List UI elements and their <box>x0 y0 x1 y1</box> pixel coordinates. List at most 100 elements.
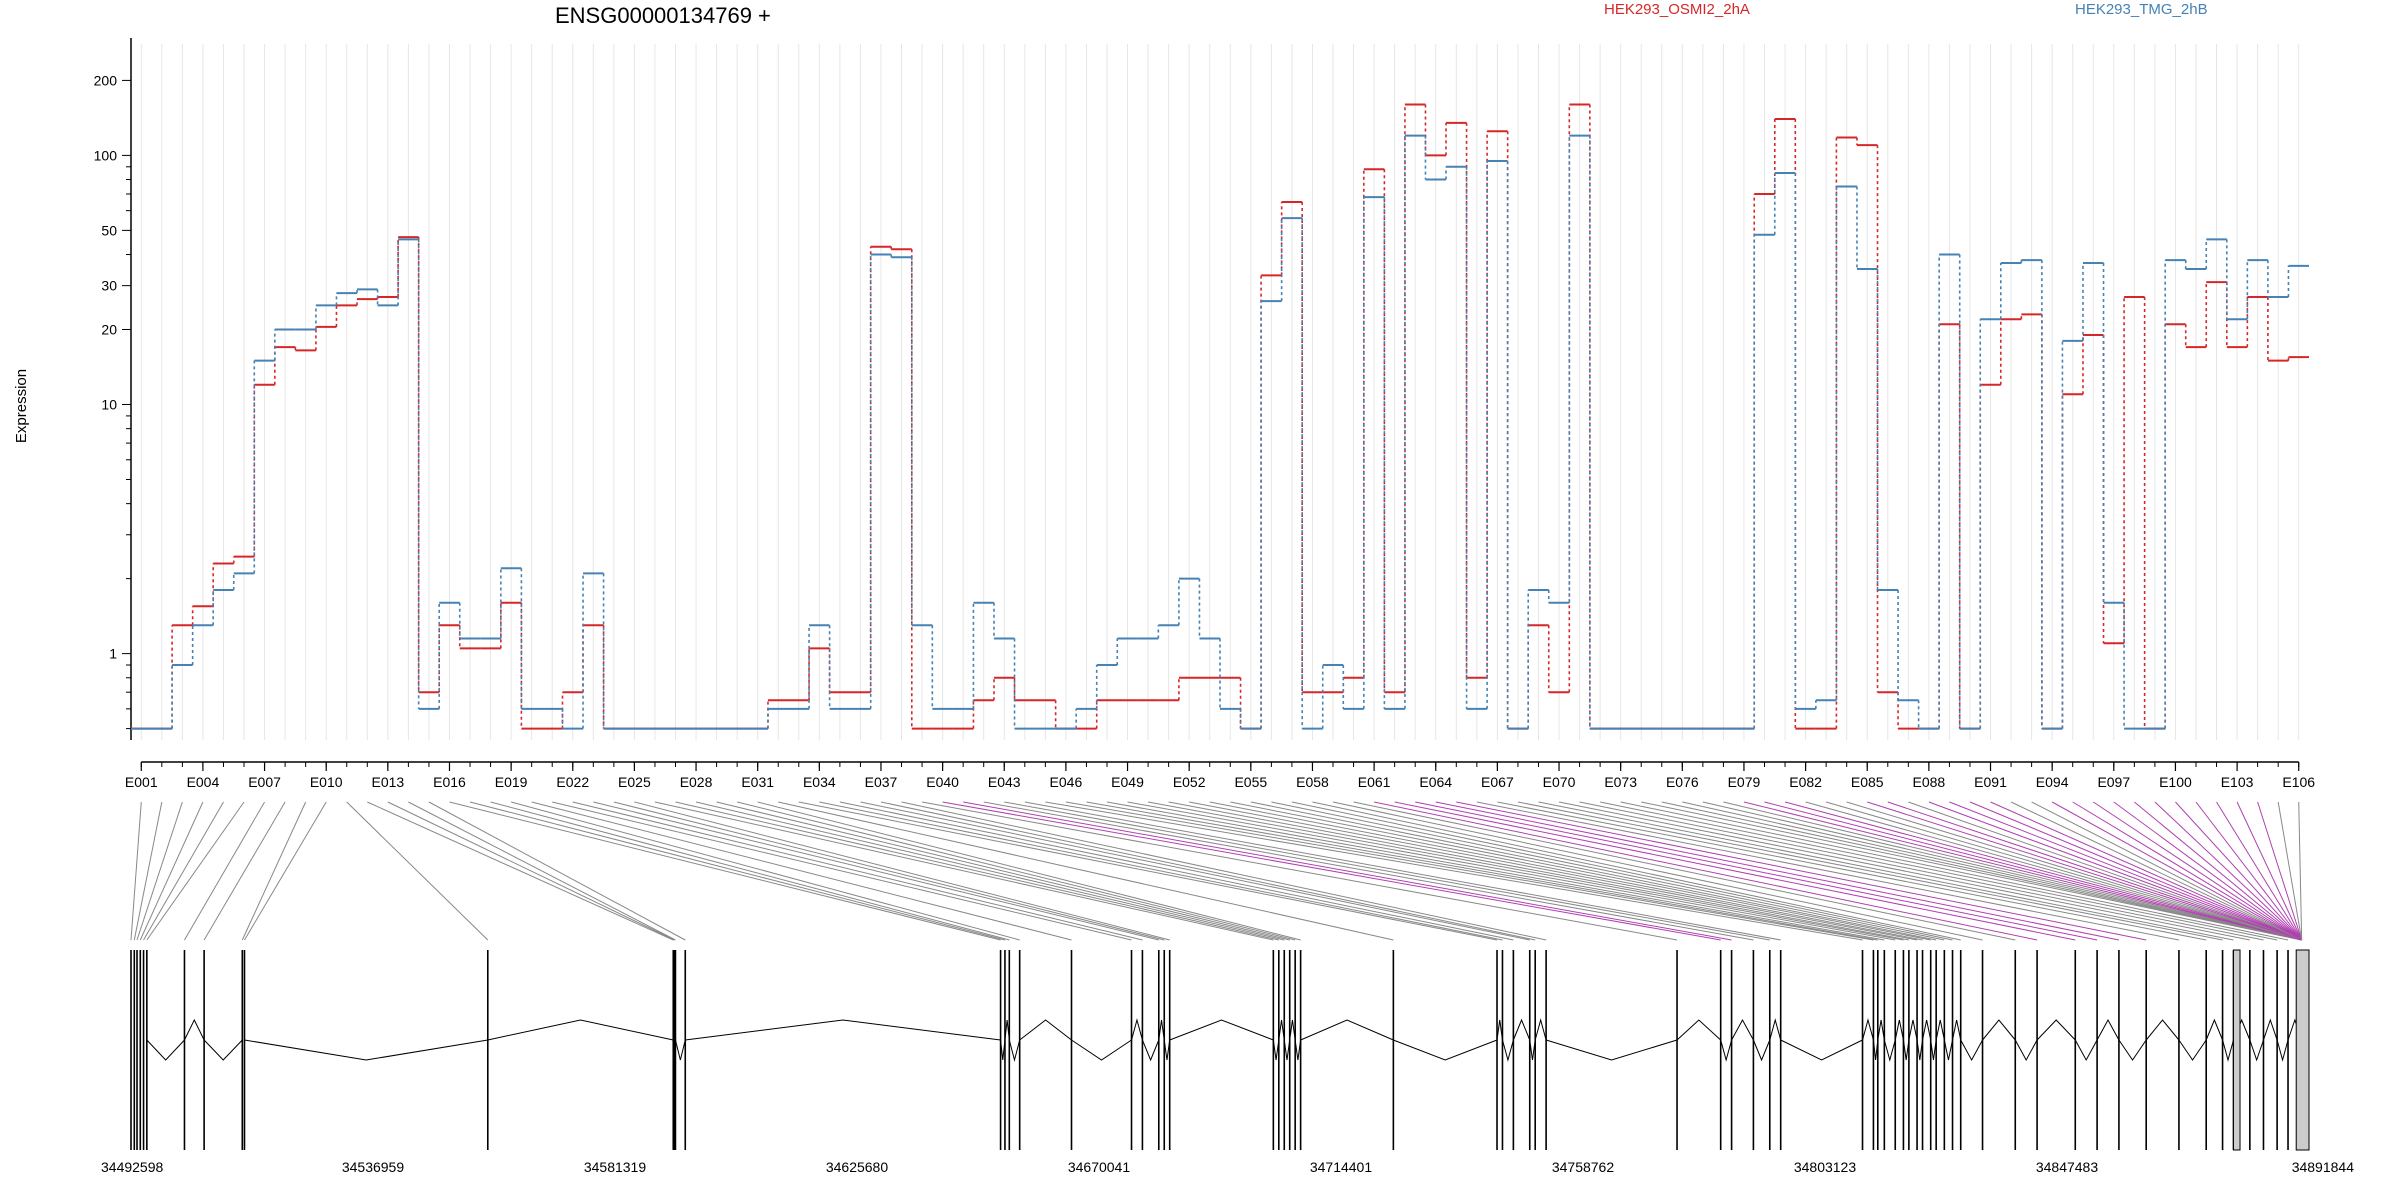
exon-block <box>2232 949 2241 1151</box>
exon-connector <box>1024 801 1781 941</box>
exon-connector <box>839 801 1514 941</box>
intron-chevron <box>1163 1039 1171 1061</box>
exon-connector <box>1600 801 2278 941</box>
exon-connector <box>1990 801 2302 941</box>
exon-connector <box>1743 801 2302 941</box>
exon-connector <box>1558 801 2250 941</box>
exon-connector <box>1538 801 2234 941</box>
exon-connector <box>1353 801 2016 941</box>
intron-chevron <box>1501 1039 1514 1062</box>
x-tick-label: E097 <box>2097 774 2130 790</box>
exon-connector <box>1928 801 2302 941</box>
exon-connector <box>449 801 1001 941</box>
exon-connector <box>1497 801 2207 941</box>
exon-connector <box>1476 801 2180 941</box>
exon-connector <box>654 801 1274 941</box>
exon-connector <box>1682 801 2302 941</box>
exon-connector <box>1784 801 2302 941</box>
exon-connector <box>2257 801 2303 941</box>
intron-chevron <box>244 1039 488 1061</box>
intron-chevron <box>1916 1039 1924 1061</box>
x-tick-label: E103 <box>2221 774 2254 790</box>
exon-connector <box>880 801 1536 941</box>
intron-chevron <box>1294 1039 1302 1061</box>
exon-connector <box>778 801 1394 941</box>
exon-connector <box>1517 801 2223 941</box>
y-tick-label: 200 <box>94 72 118 88</box>
exon-connector <box>593 801 1159 941</box>
intron-chevron <box>2036 1019 2076 1041</box>
exon-connector <box>1004 801 1770 941</box>
x-tick-label: E034 <box>803 774 836 790</box>
genomic-tick-label: 34670041 <box>1068 1159 1131 1175</box>
intron-chevron <box>1943 1039 1954 1061</box>
intron-chevron <box>685 1019 1001 1041</box>
intron-chevron <box>1008 1039 1021 1062</box>
genomic-tick-label: 34536959 <box>342 1159 405 1175</box>
x-tick-label: E064 <box>1419 774 1452 790</box>
legend-entry-osmi: HEK293_OSMI2_2hA <box>1604 1 1750 18</box>
intron-chevron <box>203 1039 243 1061</box>
exon-connector <box>244 801 327 941</box>
genomic-axis: 34492598 34536959 34581319 34625680 34670041… <box>101 1159 2354 1175</box>
exon-connector <box>1846 801 2302 941</box>
exon-connector <box>1826 801 2302 941</box>
exon-connector <box>346 801 489 941</box>
exon-connector <box>1969 801 2302 941</box>
intron-chevron <box>1930 1039 1937 1061</box>
exon-connector <box>2031 801 2302 941</box>
exon-connector <box>1620 801 2289 941</box>
exon-connector <box>184 801 265 941</box>
intron-chevron <box>487 1019 674 1041</box>
intron-chevron <box>146 1039 185 1061</box>
exon-connector <box>387 801 675 941</box>
intron-chevron <box>2014 1039 2038 1062</box>
intron-chevron <box>1300 1019 1394 1041</box>
intron-chevron <box>2096 1018 2120 1041</box>
exon-connector <box>2298 801 2303 941</box>
intron-chevron <box>2118 1039 2147 1061</box>
x-tick-label: E070 <box>1543 774 1576 790</box>
exon-block <box>2295 949 2310 1151</box>
series-layer <box>131 103 2309 730</box>
genomic-tick-label: 34581319 <box>584 1159 647 1175</box>
exon-connector <box>1168 801 1909 941</box>
genomic-tick-label: 34714401 <box>1310 1159 1373 1175</box>
y-axis-label: Expression <box>13 369 30 443</box>
x-tick-label: E007 <box>248 774 281 790</box>
intron-chevron <box>1935 1019 1945 1041</box>
intron-chevron <box>1769 1018 1782 1041</box>
exon-connector <box>1394 801 2076 941</box>
x-tick-label: E088 <box>1913 774 1946 790</box>
exon-connector <box>367 801 674 941</box>
exon-connector <box>2216 801 2303 941</box>
exon-connector <box>1332 801 1983 941</box>
exon-connector <box>1579 801 2264 941</box>
exon-connector <box>1209 801 1923 941</box>
exon-connector <box>1312 801 1961 941</box>
exon-connector <box>921 801 1678 941</box>
intron-chevron <box>1902 1039 1910 1061</box>
intron-chevron <box>2145 1019 2180 1041</box>
x-tick-label: E028 <box>680 774 713 790</box>
exon-connector <box>2092 801 2302 941</box>
exon-connector <box>572 801 1143 941</box>
intron-chevron <box>1908 1019 1918 1041</box>
exon-connector <box>490 801 1010 941</box>
intron-chevron <box>1169 1019 1274 1041</box>
x-tick-label: E025 <box>618 774 651 790</box>
exon-connector <box>1805 801 2302 941</box>
exon-connector <box>143 801 224 941</box>
exon-connector <box>1661 801 2302 941</box>
intron-chevron <box>1512 1018 1531 1041</box>
intron-chevron <box>2205 1018 2224 1041</box>
x-tick-label: E010 <box>310 774 343 790</box>
legend-entry-tmg: HEK293_TMG_2hB <box>2075 1 2208 18</box>
x-tick-label: E079 <box>1728 774 1761 790</box>
exon-connector <box>1127 801 1896 941</box>
intron-chevron <box>1158 1019 1165 1041</box>
exon-connector <box>716 801 1290 941</box>
vertical-gridlines <box>140 44 2300 740</box>
exon-connectors <box>130 801 2303 941</box>
x-tick-label: E061 <box>1358 774 1391 790</box>
